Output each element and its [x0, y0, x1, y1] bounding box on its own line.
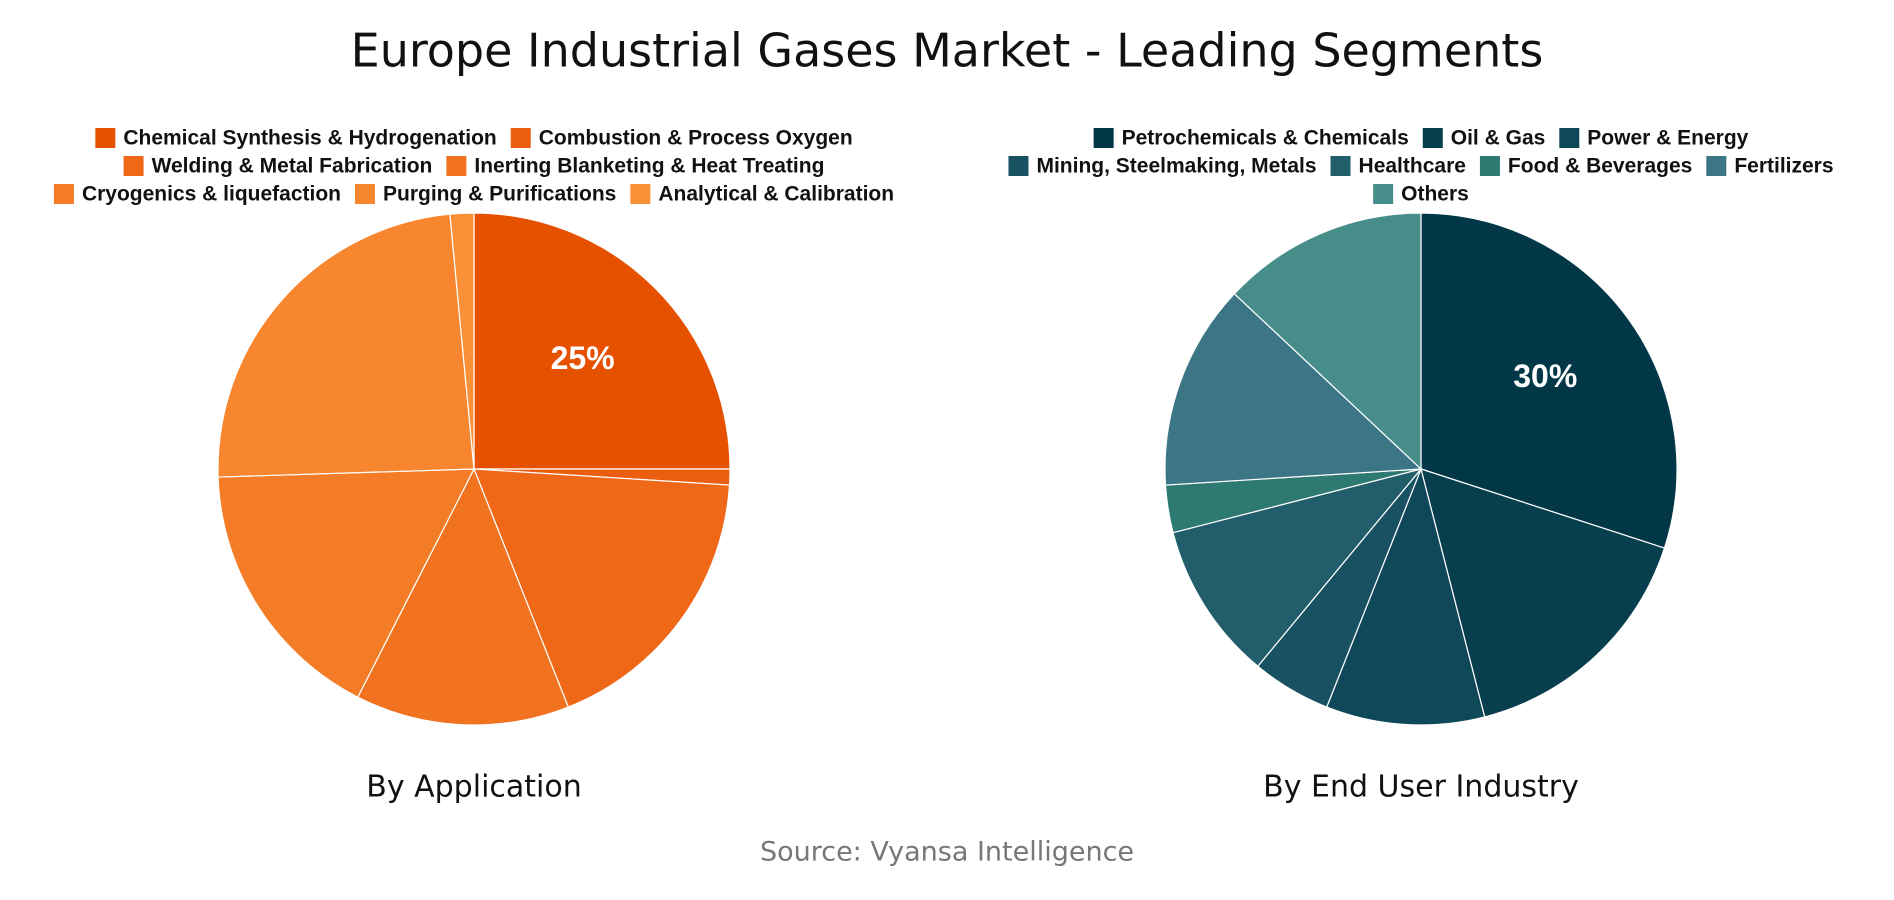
- legend-label: Petrochemicals & Chemicals: [1122, 127, 1409, 150]
- legend-item: Mining, Steelmaking, Metals: [1008, 155, 1317, 178]
- legend-swatch: [1559, 128, 1580, 148]
- pie-slice: [1325, 467, 1486, 726]
- legend-label: Power & Energy: [1587, 127, 1748, 150]
- legend-item: Fertilizers: [1706, 155, 1834, 178]
- legend-swatch: [354, 184, 375, 204]
- legend-label: Mining, Steelmaking, Metals: [1036, 155, 1316, 178]
- legend-swatch: [510, 128, 531, 148]
- legend-label: Purging & Purifications: [383, 183, 616, 206]
- legend-swatch: [53, 184, 74, 204]
- legend-item: Power & Energy: [1559, 127, 1749, 150]
- legend-label: Combustion & Process Oxygen: [539, 127, 853, 150]
- legend-label: Oil & Gas: [1451, 127, 1546, 150]
- legend-swatch: [446, 156, 467, 176]
- legend-label: Analytical & Calibration: [658, 183, 894, 206]
- legend-label: Chemical Synthesis & Hydrogenation: [123, 127, 496, 150]
- legend-label: Others: [1401, 183, 1469, 206]
- legend-label: Welding & Metal Fabrication: [152, 155, 433, 178]
- legend-label: Inerting Blanketing & Heat Treating: [474, 155, 824, 178]
- source: Source: Vyansa Intelligence: [760, 837, 1134, 868]
- pie-slice: [449, 212, 475, 470]
- legend-item: Oil & Gas: [1422, 127, 1546, 150]
- data-label: 25%: [551, 340, 615, 376]
- legend-label: Healthcare: [1359, 155, 1466, 178]
- chart-subtitle: By Application: [366, 770, 582, 805]
- legend-swatch: [1706, 156, 1727, 176]
- legend-item: Chemical Synthesis & Hydrogenation: [95, 127, 497, 150]
- pie-slice: [1233, 212, 1422, 471]
- legend-swatch: [630, 184, 651, 204]
- legend-swatch: [1093, 128, 1114, 148]
- pie-slice: [1172, 467, 1423, 668]
- legend-item: Cryogenics & liquefaction: [53, 183, 341, 206]
- pie-slice: [356, 467, 570, 726]
- pie-slice: [1420, 468, 1666, 718]
- data-label: 30%: [1513, 358, 1577, 394]
- pie-slice: [1420, 212, 1678, 549]
- legend-label: Food & Beverages: [1508, 155, 1692, 178]
- pie-slice: [473, 212, 731, 470]
- legend-item: Healthcare: [1330, 155, 1466, 178]
- legend-item: Welding & Metal Fabrication: [123, 155, 433, 178]
- legend-item: Petrochemicals & Chemicals: [1093, 127, 1409, 150]
- legend-item: Inerting Blanketing & Heat Treating: [446, 155, 824, 178]
- legend-item: Purging & Purifications: [354, 183, 616, 206]
- legend-swatch: [1330, 156, 1351, 176]
- legend-swatch: [1373, 184, 1394, 204]
- legend-label: Fertilizers: [1734, 155, 1833, 178]
- legend-swatch: [95, 128, 116, 148]
- pie-slice: [217, 468, 475, 698]
- legend-item: Analytical & Calibration: [630, 183, 894, 206]
- pie-slice: [473, 468, 731, 708]
- chart-title: Europe Industrial Gases Market - Leading…: [351, 24, 1544, 78]
- legend-item: Others: [1373, 183, 1469, 206]
- legend-item: Combustion & Process Oxygen: [510, 127, 853, 150]
- legend-label: Cryogenics & liquefaction: [82, 183, 341, 206]
- legend-swatch: [1479, 156, 1500, 176]
- legend-swatch: [123, 156, 144, 176]
- legend-item: Food & Beverages: [1479, 155, 1692, 178]
- chart-subtitle: By End User Industry: [1263, 770, 1579, 805]
- pie-slice: [217, 213, 475, 478]
- pie-slice: [1164, 292, 1423, 486]
- legend-swatch: [1422, 128, 1443, 148]
- legend-swatch: [1008, 156, 1029, 176]
